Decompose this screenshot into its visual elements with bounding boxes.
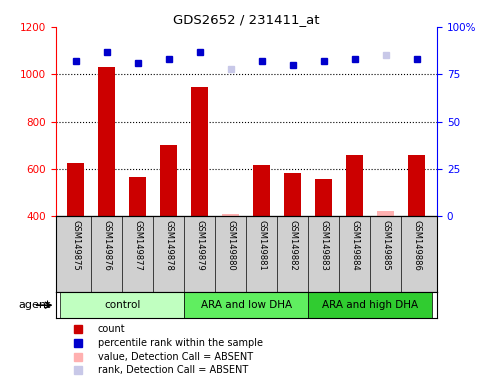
Text: ARA and high DHA: ARA and high DHA [322,300,418,310]
Text: GSM149885: GSM149885 [382,220,390,271]
Text: GSM149886: GSM149886 [412,220,422,271]
Bar [185,292,308,318]
Bar [129,177,146,217]
Bar [346,155,363,217]
Text: agent: agent [18,300,51,310]
Text: GSM149875: GSM149875 [71,220,80,271]
Text: value, Detection Call = ABSENT: value, Detection Call = ABSENT [98,352,253,362]
Bar [377,210,395,217]
Bar [191,87,208,217]
Text: percentile rank within the sample: percentile rank within the sample [98,338,263,348]
Text: count: count [98,324,125,334]
Text: rank, Detection Call = ABSENT: rank, Detection Call = ABSENT [98,365,248,375]
Bar [253,166,270,217]
Text: GSM149883: GSM149883 [319,220,328,271]
Text: GSM149884: GSM149884 [350,220,359,271]
Bar [409,155,426,217]
Bar [160,146,177,217]
Text: GSM149878: GSM149878 [164,220,173,271]
Bar [60,292,185,318]
Text: control: control [104,300,141,310]
Text: GSM149876: GSM149876 [102,220,111,271]
Bar [222,214,240,217]
Text: GSM149880: GSM149880 [227,220,235,271]
Bar [67,163,84,217]
Bar [308,292,432,318]
Text: GSM149879: GSM149879 [195,220,204,271]
Text: GSM149877: GSM149877 [133,220,142,271]
Bar [284,173,301,217]
Bar [98,67,115,217]
Text: GSM149882: GSM149882 [288,220,298,271]
Text: GSM149881: GSM149881 [257,220,266,271]
Bar [315,179,332,217]
Title: GDS2652 / 231411_at: GDS2652 / 231411_at [173,13,320,26]
Text: ARA and low DHA: ARA and low DHA [201,300,292,310]
